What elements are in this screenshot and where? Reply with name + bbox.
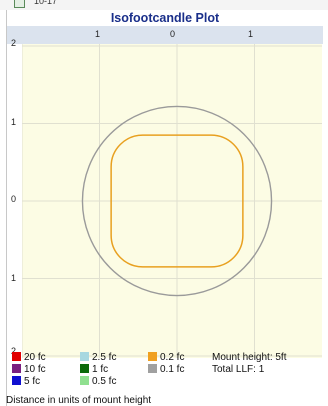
legend-swatch bbox=[80, 376, 89, 385]
legend-swatch bbox=[12, 352, 21, 361]
top-tick-label: 1 bbox=[95, 29, 101, 39]
legend-swatch bbox=[12, 364, 21, 373]
legend-label: 0.2 fc bbox=[160, 352, 185, 363]
left-tick-label: 1 bbox=[11, 117, 17, 127]
top-axis-band: 1 0 1 bbox=[7, 26, 323, 44]
legend-swatch bbox=[148, 364, 157, 373]
legend-item: 0.1 fc bbox=[148, 364, 184, 376]
legend-label: 10 fc bbox=[24, 364, 46, 375]
legend-swatch bbox=[80, 364, 89, 373]
checkbox-icon[interactable] bbox=[14, 0, 25, 8]
legend-swatch bbox=[80, 352, 89, 361]
top-strip: 10-17 bbox=[0, 0, 328, 10]
top-tick-label: 1 bbox=[248, 29, 254, 39]
legend: 20 fc 10 fc 5 fc 2.5 fc 1 fc 0.5 fc 0.2 … bbox=[6, 352, 322, 406]
legend-label: 0.1 fc bbox=[160, 364, 185, 375]
top-fragment-text: 10-17 bbox=[34, 0, 58, 6]
left-tick-label: 2 bbox=[11, 38, 17, 48]
total-llf-text: Total LLF: 1 bbox=[212, 364, 265, 375]
isofootcandle-panel: Isofootcandle Plot 1 0 1 2 1 0 1 2 bbox=[6, 10, 323, 406]
left-tick-label: 2 bbox=[11, 346, 17, 356]
legend-item: 2.5 fc bbox=[80, 352, 116, 364]
isofootcandle-plot bbox=[22, 44, 322, 358]
contour-0-2-fc bbox=[110, 134, 244, 268]
legend-swatch bbox=[148, 352, 157, 361]
legend-label: 2.5 fc bbox=[92, 352, 117, 363]
legend-label: 20 fc bbox=[24, 352, 46, 363]
mount-height-text: Mount height: 5ft bbox=[212, 352, 287, 363]
legend-item: 0.5 fc bbox=[80, 376, 116, 388]
top-tick-label: 0 bbox=[170, 29, 176, 39]
legend-item: 5 fc bbox=[12, 376, 40, 388]
legend-item: 10 fc bbox=[12, 364, 46, 376]
legend-label: 0.5 fc bbox=[92, 376, 117, 387]
legend-item: 0.2 fc bbox=[148, 352, 184, 364]
legend-swatch bbox=[12, 376, 21, 385]
legend-item: 20 fc bbox=[12, 352, 46, 364]
left-tick-label: 1 bbox=[11, 273, 17, 283]
footer-note: Distance in units of mount height bbox=[6, 395, 152, 406]
contour-0-1-fc bbox=[81, 105, 273, 297]
left-tick-label: 0 bbox=[11, 194, 17, 204]
legend-label: 1 fc bbox=[92, 364, 109, 375]
legend-label: 5 fc bbox=[24, 376, 41, 387]
legend-item: 1 fc bbox=[80, 364, 108, 376]
chart-title: Isofootcandle Plot bbox=[110, 11, 220, 25]
